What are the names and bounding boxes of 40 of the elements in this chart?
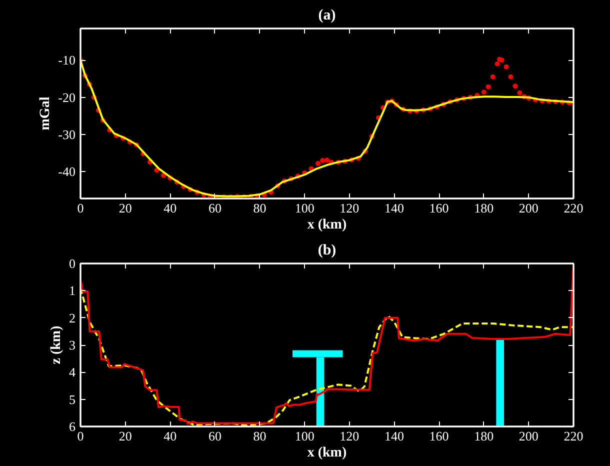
x-tick-label: 200 bbox=[518, 428, 538, 444]
x-tick-label: 60 bbox=[208, 200, 222, 216]
line-series bbox=[80, 264, 574, 425]
x-tick-label: 160 bbox=[429, 200, 449, 216]
y-axis-title: z (km) bbox=[49, 325, 64, 364]
y-tick-label: 3 bbox=[69, 338, 76, 352]
y-tick-label: -30 bbox=[58, 127, 76, 142]
x-tick-label: 60 bbox=[208, 428, 222, 444]
x-axis-title: x (km) bbox=[307, 446, 347, 460]
x-tick-label: 20 bbox=[118, 428, 132, 444]
y-tick-label: -10 bbox=[58, 52, 76, 68]
x-tick-label: 160 bbox=[429, 428, 449, 444]
x-tick-label: 120 bbox=[340, 428, 360, 444]
x-tick-label: 80 bbox=[253, 200, 266, 216]
x-tick-label: 100 bbox=[294, 428, 314, 444]
x-tick-label: 200 bbox=[518, 200, 538, 216]
y-tick-label: -20 bbox=[58, 90, 76, 105]
x-tick-label: 180 bbox=[474, 428, 494, 444]
chart-title: (b) bbox=[318, 242, 336, 258]
x-tick-label: 80 bbox=[253, 428, 266, 444]
x-tick-label: 140 bbox=[384, 200, 404, 216]
y-axis-title: mGal bbox=[38, 96, 54, 130]
y-tick-label: 2 bbox=[69, 310, 76, 326]
chart-title: (a) bbox=[318, 8, 336, 24]
y-tick-label: 5 bbox=[69, 392, 76, 407]
x-tick-label: 20 bbox=[118, 200, 132, 216]
y-tick-label: 4 bbox=[69, 364, 76, 380]
y-tick-label: 1 bbox=[69, 283, 76, 298]
x-tick-label: 220 bbox=[564, 200, 584, 216]
x-axis-title: x (km) bbox=[307, 218, 347, 232]
x-tick-label: 100 bbox=[294, 200, 314, 216]
x-tick-label: 180 bbox=[474, 200, 494, 216]
y-tick-label: 6 bbox=[69, 419, 76, 434]
y-tick-label: 0 bbox=[69, 256, 76, 271]
x-tick-label: 220 bbox=[564, 428, 584, 444]
x-tick-label: 40 bbox=[164, 200, 177, 216]
x-tick-label: 40 bbox=[164, 428, 177, 444]
x-tick-label: 120 bbox=[340, 200, 360, 216]
y-tick-label: -40 bbox=[58, 164, 76, 180]
x-tick-label: 140 bbox=[384, 428, 404, 444]
